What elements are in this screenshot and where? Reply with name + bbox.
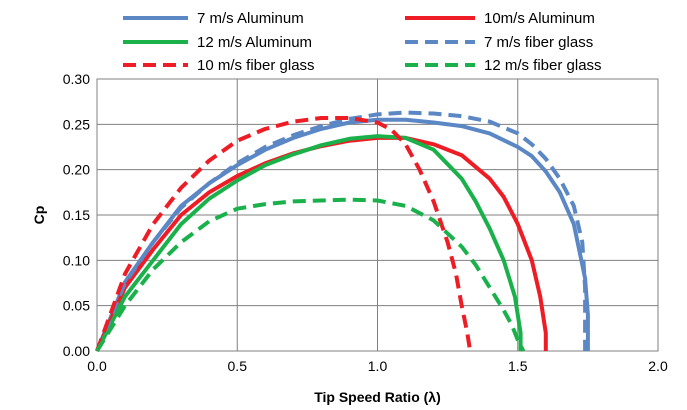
x-axis-title: Tip Speed Ratio (λ) [314, 389, 441, 405]
x-tick-label: 0.5 [228, 358, 248, 374]
y-tick-label: 0.05 [63, 298, 90, 314]
legend-label-5: 12 m/s fiber glass [484, 57, 602, 74]
y-tick-label: 0.20 [63, 162, 90, 178]
plot-area [96, 78, 659, 352]
y-tick-label: 0.00 [63, 343, 90, 359]
legend-label-4: 10 m/s fiber glass [197, 57, 315, 74]
series-line-2 [95, 134, 523, 352]
series-line-3 [95, 110, 588, 352]
series-line-0 [95, 117, 590, 352]
series-line-4 [95, 116, 473, 352]
y-axis-title: Cp [31, 206, 47, 225]
y-tick-label: 0.25 [63, 116, 90, 132]
x-tick-label: 0.0 [87, 358, 107, 374]
y-tick-label: 0.30 [63, 71, 90, 87]
legend-label-3: 7 m/s fiber glass [484, 34, 593, 51]
y-tick-label: 0.10 [63, 252, 90, 268]
x-tick-label: 2.0 [648, 358, 668, 374]
series-line-5 [95, 197, 526, 353]
y-tick-label: 0.15 [63, 207, 90, 223]
x-tick-label: 1.5 [508, 358, 528, 374]
tick-labels: 0.0 0.5 1.0 1.5 2.0 0.00 0.05 0.10 0.15 0.20 0.25 0… [63, 71, 668, 374]
x-tick-label: 1.0 [368, 358, 388, 374]
series-lines [95, 110, 590, 353]
legend-label-0: 7 m/s Aluminum [197, 10, 304, 27]
legend-label-2: 12 m/s Aluminum [197, 34, 312, 51]
legend: 7 m/s Aluminum 10m/s Aluminum 12 m/s Alumi… [123, 10, 602, 74]
legend-label-1: 10m/s Aluminum [484, 10, 595, 27]
